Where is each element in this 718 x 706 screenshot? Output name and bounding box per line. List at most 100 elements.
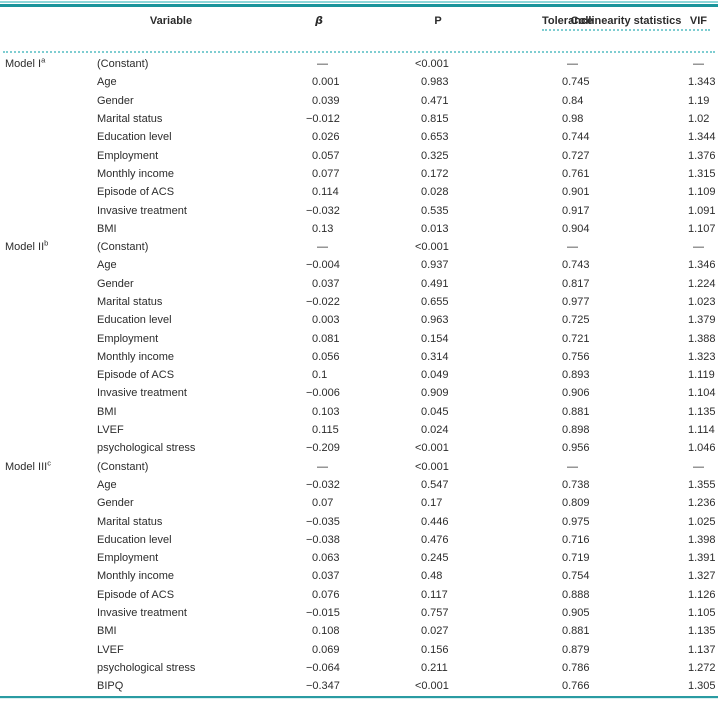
cell-p: 0.48: [421, 570, 443, 583]
table-row: Age −0.032 0.547 0.738 1.355: [0, 476, 718, 494]
cell-beta: 0.1: [312, 369, 328, 382]
variable-name: psychological stress: [97, 442, 196, 455]
table-row: BMI 0.103 0.045 0.881 1.135: [0, 403, 718, 421]
cell-tolerance: 0.756: [562, 350, 590, 363]
cell-p: 0.963: [421, 314, 449, 327]
cell-tolerance: 0.725: [562, 314, 590, 327]
table-row: Gender 0.037 0.491 0.817 1.224: [0, 275, 718, 293]
variable-name: Employment: [97, 552, 159, 565]
model-label: Model Ia: [5, 55, 46, 71]
cell-p: 0.027: [421, 625, 449, 638]
model-label: Model IIb: [5, 238, 49, 254]
variable-name: Gender: [97, 277, 134, 290]
model-superscript: b: [44, 238, 49, 248]
cell-p: 0.117: [421, 588, 448, 601]
cell-tolerance: 0.719: [562, 552, 590, 565]
variable-name: Invasive treatment: [97, 607, 187, 620]
table-row: Age 0.001 0.983 0.745 1.343: [0, 73, 718, 91]
variable-name: Episode of ACS: [97, 588, 175, 601]
cell-p: 0.653: [421, 131, 449, 144]
table-row: Model Ia (Constant) — <0.001 — —: [0, 55, 718, 73]
cell-tolerance: 0.879: [562, 643, 590, 656]
cell-tolerance: 0.744: [562, 131, 590, 144]
cell-beta: −0.064: [305, 661, 340, 674]
cell-vif: 1.135: [688, 625, 716, 638]
variable-name: (Constant): [97, 460, 149, 473]
column-header-beta: β: [315, 14, 323, 27]
variable-name: BIPQ: [97, 680, 124, 693]
cell-beta: 0.063: [312, 552, 340, 565]
cell-vif: —: [693, 241, 704, 254]
table-body: Model Ia (Constant) — <0.001 — — Age 0.001 0.983…: [0, 55, 718, 695]
column-header-tolerance: Tolerance: [542, 15, 594, 27]
cell-vif: 1.379: [688, 314, 716, 327]
table-row: Invasive treatment −0.032 0.535 0.917 1.091: [0, 201, 718, 219]
cell-beta: −0.022: [305, 296, 340, 308]
cell-beta: 0.115: [312, 424, 339, 437]
cell-beta: 0.069: [312, 643, 340, 656]
table-row: Invasive treatment −0.015 0.757 0.905 1.105: [0, 604, 718, 622]
cell-tolerance: —: [567, 241, 578, 254]
cell-p: 0.491: [421, 277, 449, 290]
variable-name: BMI: [97, 405, 117, 418]
cell-vif: 1.315: [688, 167, 716, 180]
variable-name: (Constant): [97, 58, 149, 71]
cell-tolerance: 0.881: [562, 405, 590, 418]
cell-p: 0.17: [421, 497, 443, 510]
cell-p: 0.757: [421, 607, 449, 620]
column-header-variable: Variable: [149, 15, 193, 27]
cell-vif: 1.135: [688, 405, 716, 418]
table-row: Education level 0.026 0.653 0.744 1.344: [0, 128, 718, 146]
table-bottom-rule-shadow: [0, 698, 718, 700]
table-top-rule-light: [0, 1, 718, 3]
cell-beta: −0.209: [305, 442, 340, 455]
table-row: Episode of ACS 0.114 0.028 0.901 1.109: [0, 183, 718, 201]
cell-p: <0.001: [414, 241, 449, 254]
table-row: Episode of ACS 0.1 0.049 0.893 1.119: [0, 366, 718, 384]
cell-vif: 1.023: [688, 296, 716, 308]
cell-vif: —: [693, 460, 704, 473]
cell-vif: 1.236: [688, 497, 716, 510]
cell-p: 0.049: [421, 369, 449, 382]
cell-tolerance: 0.98: [562, 113, 584, 126]
cell-p: 0.245: [421, 552, 449, 565]
cell-tolerance: 0.881: [562, 625, 590, 638]
cell-beta: 0.081: [312, 332, 340, 345]
cell-beta: −0.347: [305, 680, 340, 693]
cell-vif: 1.327: [688, 570, 716, 583]
cell-tolerance: 0.817: [562, 277, 590, 290]
cell-vif: 1.391: [688, 552, 716, 565]
cell-vif: 1.388: [688, 332, 716, 345]
table-row: Invasive treatment −0.006 0.909 0.906 1.104: [0, 384, 718, 402]
variable-name: Episode of ACS: [97, 369, 175, 382]
cell-vif: 1.137: [688, 643, 716, 656]
cell-beta: 0.037: [312, 570, 340, 583]
cell-beta: 0.13: [312, 222, 334, 235]
cell-tolerance: 0.905: [562, 607, 590, 620]
cell-beta: 0.039: [312, 94, 340, 107]
cell-tolerance: 0.754: [562, 570, 590, 583]
cell-tolerance: 0.743: [562, 259, 590, 272]
cell-p: 0.156: [421, 643, 449, 656]
cell-p: 0.154: [421, 332, 449, 345]
table-row: Marital status −0.012 0.815 0.98 1.02: [0, 110, 718, 128]
variable-name: LVEF: [97, 424, 124, 437]
table-row: psychological stress −0.209 <0.001 0.956 1.0…: [0, 439, 718, 457]
model-label: Model IIIc: [5, 458, 51, 473]
cell-beta: —: [317, 241, 328, 254]
cell-tolerance: 0.977: [562, 296, 590, 308]
cell-p: <0.001: [414, 442, 449, 455]
cell-vif: 1.19: [688, 94, 710, 107]
cell-p: 0.211: [421, 661, 448, 674]
cell-vif: 1.114: [688, 424, 715, 437]
variable-name: Gender: [97, 497, 134, 510]
cell-vif: 1.104: [688, 387, 716, 400]
cell-vif: 1.02: [688, 113, 710, 126]
cell-vif: —: [693, 58, 704, 71]
variable-name: Gender: [97, 94, 134, 107]
cell-vif: 1.105: [688, 607, 716, 620]
cell-beta: −0.004: [305, 259, 340, 272]
table-top-rule-dark: [0, 4, 718, 7]
table-row: Education level 0.003 0.963 0.725 1.379: [0, 311, 718, 329]
cell-beta: —: [317, 460, 328, 473]
